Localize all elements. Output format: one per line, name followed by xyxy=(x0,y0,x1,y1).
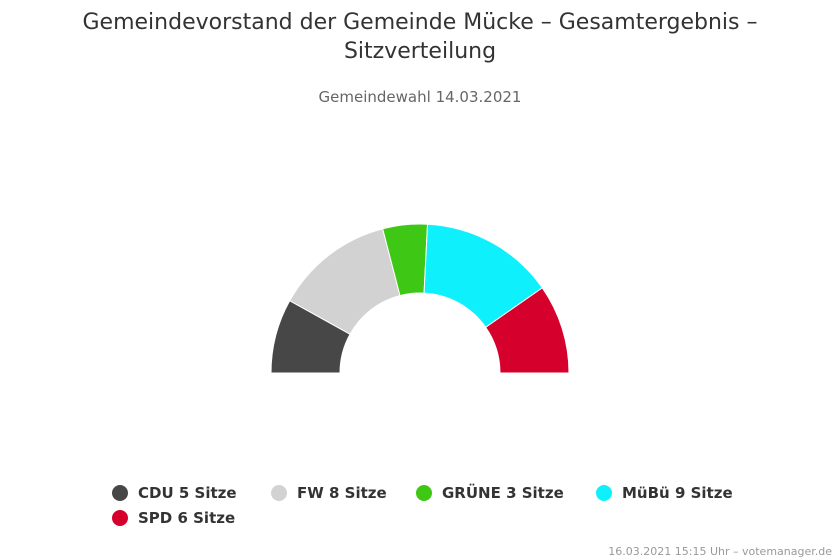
legend-item-fw[interactable]: FW 8 Sitze xyxy=(271,484,387,502)
legend-label-gruene: GRÜNE 3 Sitze xyxy=(442,484,564,502)
slice-spd[interactable] xyxy=(484,287,570,374)
legend-label-spd: SPD 6 Sitze xyxy=(138,509,236,527)
legend-label-fw: FW 8 Sitze xyxy=(297,484,387,502)
legend-dot-spd xyxy=(112,510,128,526)
legend-item-gruene[interactable]: GRÜNE 3 Sitze xyxy=(416,484,564,502)
chart-title: Gemeindevorstand der Gemeinde Mücke – Ge… xyxy=(82,10,758,64)
legend-label-cdu: CDU 5 Sitze xyxy=(138,484,237,502)
legend-dot-muebue xyxy=(596,485,612,501)
legend-dot-gruene xyxy=(416,485,432,501)
chart-legend: CDU 5 Sitze FW 8 Sitze GRÜNE 3 Sitze MüB… xyxy=(0,480,840,536)
semicircle-slices xyxy=(270,223,570,374)
legend-item-spd[interactable]: SPD 6 Sitze xyxy=(112,509,235,527)
legend-item-muebue[interactable]: MüBü 9 Sitze xyxy=(596,484,733,502)
legend-dot-fw xyxy=(271,485,287,501)
chart-subtitle: Gemeindewahl 14.03.2021 xyxy=(318,88,522,106)
credits-text[interactable]: 16.03.2021 15:15 Uhr – votemanager.de xyxy=(608,545,832,558)
legend-item-cdu[interactable]: CDU 5 Sitze xyxy=(112,484,237,502)
legend-label-muebue: MüBü 9 Sitze xyxy=(622,484,733,502)
legend-dot-cdu xyxy=(112,485,128,501)
